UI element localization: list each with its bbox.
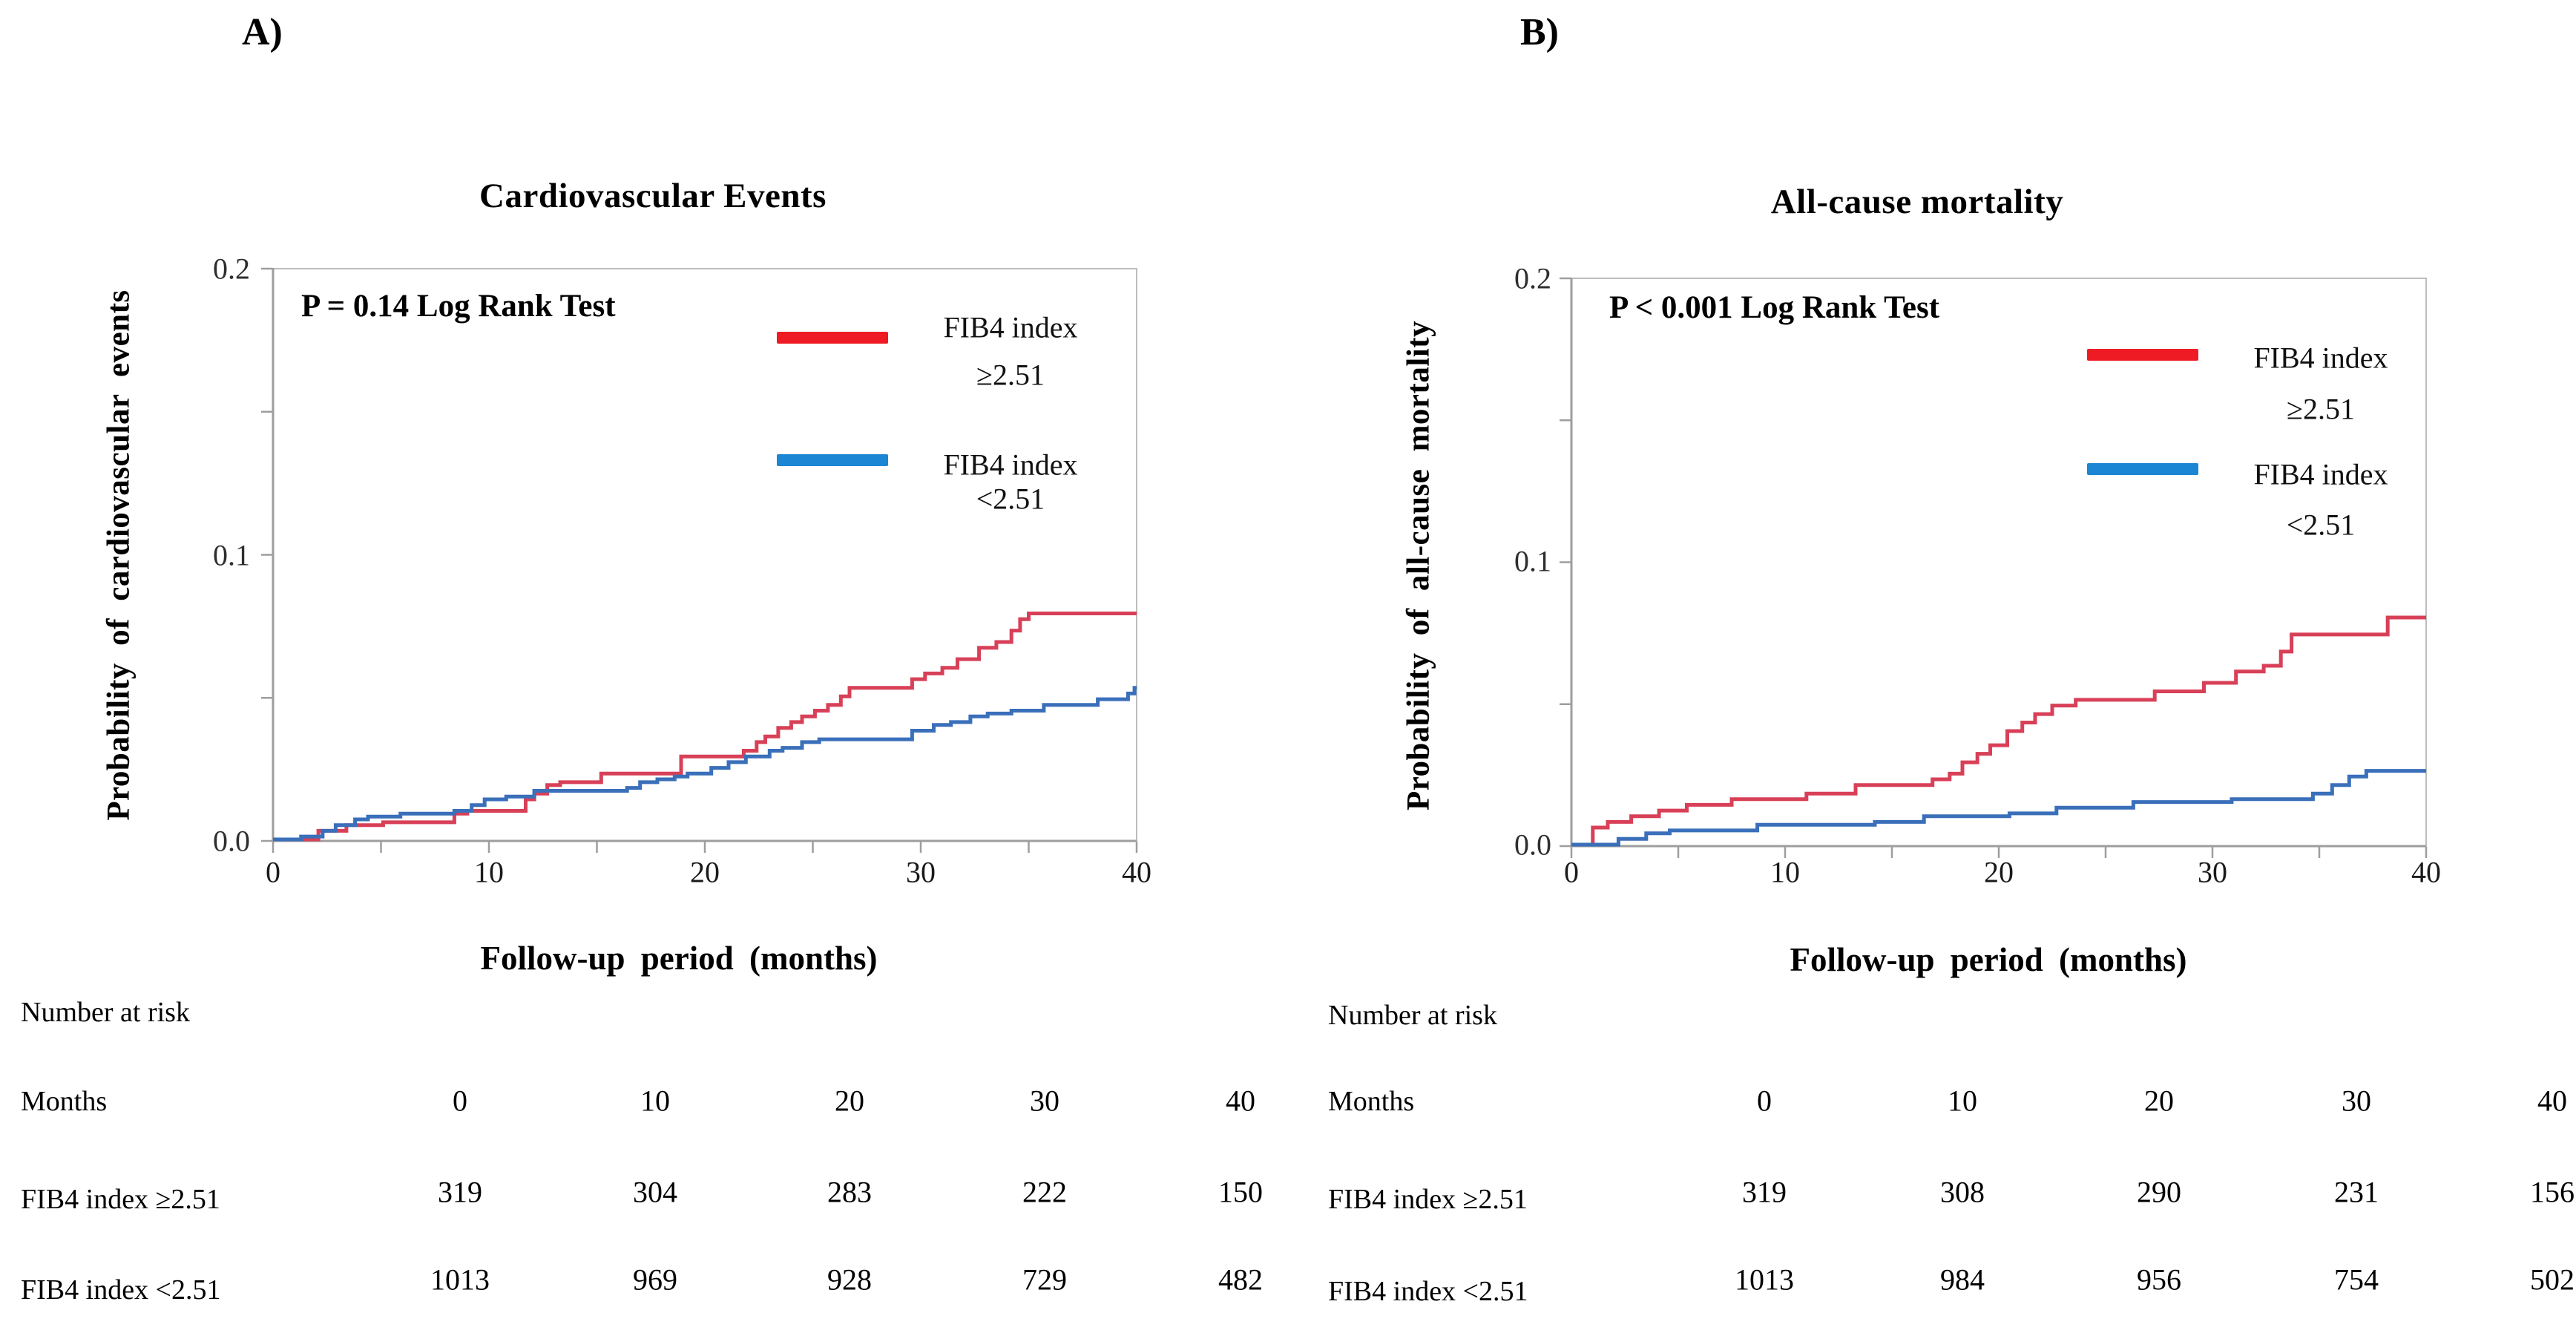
legend-label-blue-line1: FIB4 index [2253,457,2388,491]
legend-label-red-line1: FIB4 index [2253,341,2388,375]
x-tick-0: 0 [266,855,280,889]
risk-value: 150 [1218,1175,1263,1209]
panel-a-title: Cardiovascular Events [479,177,827,215]
y-tick-0-1: 0.1 [213,538,250,572]
risk-col-0: 0 [453,1084,467,1118]
risk-value: 1013 [1735,1262,1794,1297]
y-tick-0-2: 0.2 [1514,261,1551,295]
x-tick-10: 10 [1770,855,1800,889]
risk-value: 969 [633,1262,677,1297]
risk-value: 928 [827,1262,872,1297]
risk-value: 754 [2334,1262,2379,1297]
panel-b-y-axis-label: Probability of all-cause mortality [1401,320,1436,811]
panel-b: B) All-cause mortality Probability of al… [1278,0,2576,1333]
panel-b-x-axis-label: Follow-up period (months) [1790,941,2187,978]
risk-col-30: 30 [1030,1084,1059,1118]
risk-value: 283 [827,1175,872,1209]
km-curve [273,686,1137,842]
legend-swatch-blue [2087,463,2198,475]
plot-frame [1571,278,2427,847]
risk-row-label-low: FIB4 index <2.51 [21,1274,221,1306]
legend-swatch-red [2087,349,2198,361]
risk-value: 222 [1022,1175,1067,1209]
x-tick-0: 0 [1564,855,1579,889]
km-curve [1571,615,2426,847]
risk-col-40: 40 [1226,1084,1255,1118]
y-tick-0-0: 0.0 [1514,828,1551,862]
risk-col-40: 40 [2537,1084,2567,1118]
risk-row-label-low: FIB4 index <2.51 [1328,1276,1528,1307]
x-tick-40: 40 [2411,855,2441,889]
risk-value: 231 [2334,1175,2379,1209]
risk-value: 304 [633,1175,677,1209]
risk-value: 502 [2530,1262,2575,1297]
number-at-risk-heading: Number at risk [1328,1000,1497,1031]
panel-a-x-axis-label: Follow-up period (months) [480,940,878,977]
risk-value: 319 [1742,1175,1787,1209]
risk-value: 156 [2530,1175,2575,1209]
legend-label-blue-line2: <2.51 [2286,508,2356,542]
legend-swatch-blue [777,454,888,466]
km-plot-cardiovascular [261,267,1138,853]
risk-value: 956 [2137,1262,2181,1297]
legend-label-red-line2: ≥2.51 [2287,392,2355,426]
km-plot-mortality [1560,277,2428,858]
x-tick-20: 20 [1984,855,2014,889]
number-at-risk-heading: Number at risk [21,997,190,1028]
x-tick-30: 30 [2198,855,2227,889]
risk-value: 308 [1940,1175,1985,1209]
risk-value: 319 [438,1175,482,1209]
risk-col-0: 0 [1757,1084,1772,1118]
risk-row-label-high: FIB4 index ≥2.51 [1328,1184,1528,1215]
risk-value: 482 [1218,1262,1263,1297]
panel-a-label: A) [242,11,283,53]
risk-col-30: 30 [2342,1084,2371,1118]
legend-label-blue-line2: <2.51 [976,482,1045,516]
x-tick-20: 20 [690,855,720,889]
risk-row-label-high: FIB4 index ≥2.51 [21,1184,220,1215]
x-tick-30: 30 [906,855,936,889]
risk-value: 290 [2137,1175,2181,1209]
risk-col-10: 10 [640,1084,670,1118]
legend-label-blue-line1: FIB4 index [943,448,1078,482]
risk-col-20: 20 [2144,1084,2174,1118]
y-tick-0-0: 0.0 [213,824,250,858]
risk-value: 984 [1940,1262,1985,1297]
km-curve [273,612,1137,842]
y-tick-0-2: 0.2 [213,252,250,286]
panel-a-y-axis-label: Probability of cardiovascular events [101,289,137,821]
risk-col-10: 10 [1948,1084,1977,1118]
panel-a: A) Cardiovascular Events Probability of … [21,11,1263,1306]
panel-b-label: B) [1520,11,1559,53]
legend-swatch-red [777,332,888,344]
risk-row-header: Months [1328,1086,1415,1117]
panel-a-pvalue: P = 0.14 Log Rank Test [301,289,616,324]
y-tick-0-1: 0.1 [1514,544,1551,578]
risk-value: 729 [1022,1262,1067,1297]
legend-label-red-line1: FIB4 index [943,310,1078,344]
legend-label-red-line2: ≥2.51 [976,358,1045,392]
x-tick-10: 10 [474,855,504,889]
risk-value: 1013 [430,1262,490,1297]
risk-row-header: Months [21,1086,108,1117]
x-tick-40: 40 [1122,855,1151,889]
km-curve [1571,769,2426,847]
panel-b-pvalue: P < 0.001 Log Rank Test [1609,290,1940,325]
panel-b-title: All-cause mortality [1770,183,2064,221]
risk-col-20: 20 [835,1084,864,1118]
